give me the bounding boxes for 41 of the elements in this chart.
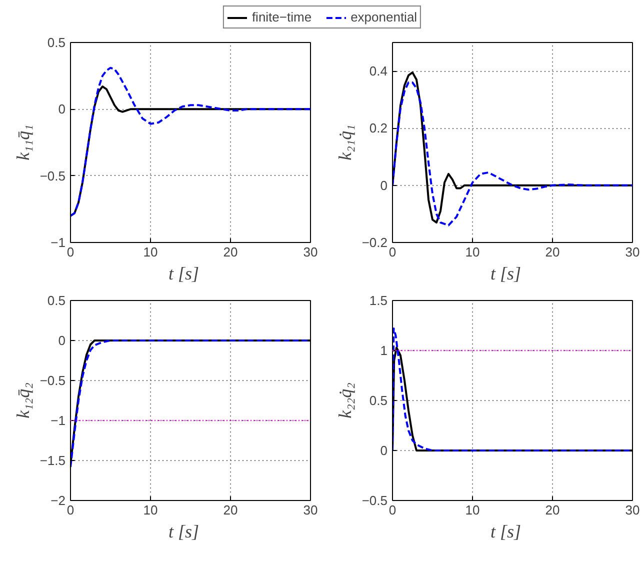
- x-tick-label: 20: [545, 502, 560, 518]
- x-tick-label: 30: [303, 502, 318, 518]
- y-tick-label: 0: [58, 102, 66, 117]
- x-axis-title: t [s]: [168, 522, 200, 542]
- x-tick-label: 20: [545, 244, 560, 260]
- y-tick-label: 0.5: [369, 393, 388, 408]
- x-axis-title: t [s]: [490, 264, 522, 284]
- x-tick-label: 10: [143, 502, 158, 518]
- x-tick-label: 30: [625, 502, 640, 518]
- y-tick-label: −1: [50, 235, 66, 250]
- y-tick-label: −0.5: [40, 373, 66, 388]
- y-tick-label: −1: [50, 413, 66, 428]
- y-tick-label: 1.5: [369, 293, 388, 308]
- y-tick-label: 1: [380, 343, 388, 358]
- y-tick-label: −0.5: [362, 493, 388, 508]
- x-tick-label: 30: [303, 244, 318, 260]
- x-axis-title: t [s]: [168, 264, 200, 284]
- y-tick-label: 0.4: [369, 64, 388, 79]
- x-tick-label: 20: [223, 502, 238, 518]
- x-tick-label: 10: [143, 244, 158, 260]
- y-tick-label: 0.2: [369, 120, 388, 136]
- y-tick-label: −1.5: [40, 453, 66, 468]
- y-tick-label: 0: [380, 443, 388, 458]
- x-axis-title: t [s]: [490, 522, 522, 542]
- x-tick-label: 10: [465, 244, 480, 260]
- y-tick-label: −0.5: [40, 168, 66, 184]
- x-tick-label: 30: [625, 244, 640, 260]
- y-axis-title: k₁₂q̄₂: [12, 382, 33, 418]
- y-tick-label: −2: [50, 493, 66, 508]
- legend-label: exponential: [350, 10, 418, 24]
- y-tick-label: −0.2: [362, 235, 388, 250]
- y-tick-label: 0.5: [47, 293, 66, 308]
- y-tick-label: 0: [58, 333, 66, 348]
- x-tick-label: 20: [223, 244, 238, 260]
- y-axis-title: k₁₁q̄₁: [12, 124, 33, 160]
- legend-label: finite−time: [252, 10, 312, 24]
- y-tick-label: 0: [380, 178, 388, 193]
- y-axis-title: k₂₂q̇₂: [334, 382, 355, 418]
- y-axis-title: k₂₁q̇₁: [334, 124, 355, 160]
- x-tick-label: 10: [465, 502, 480, 518]
- y-tick-label: 0.5: [47, 35, 66, 50]
